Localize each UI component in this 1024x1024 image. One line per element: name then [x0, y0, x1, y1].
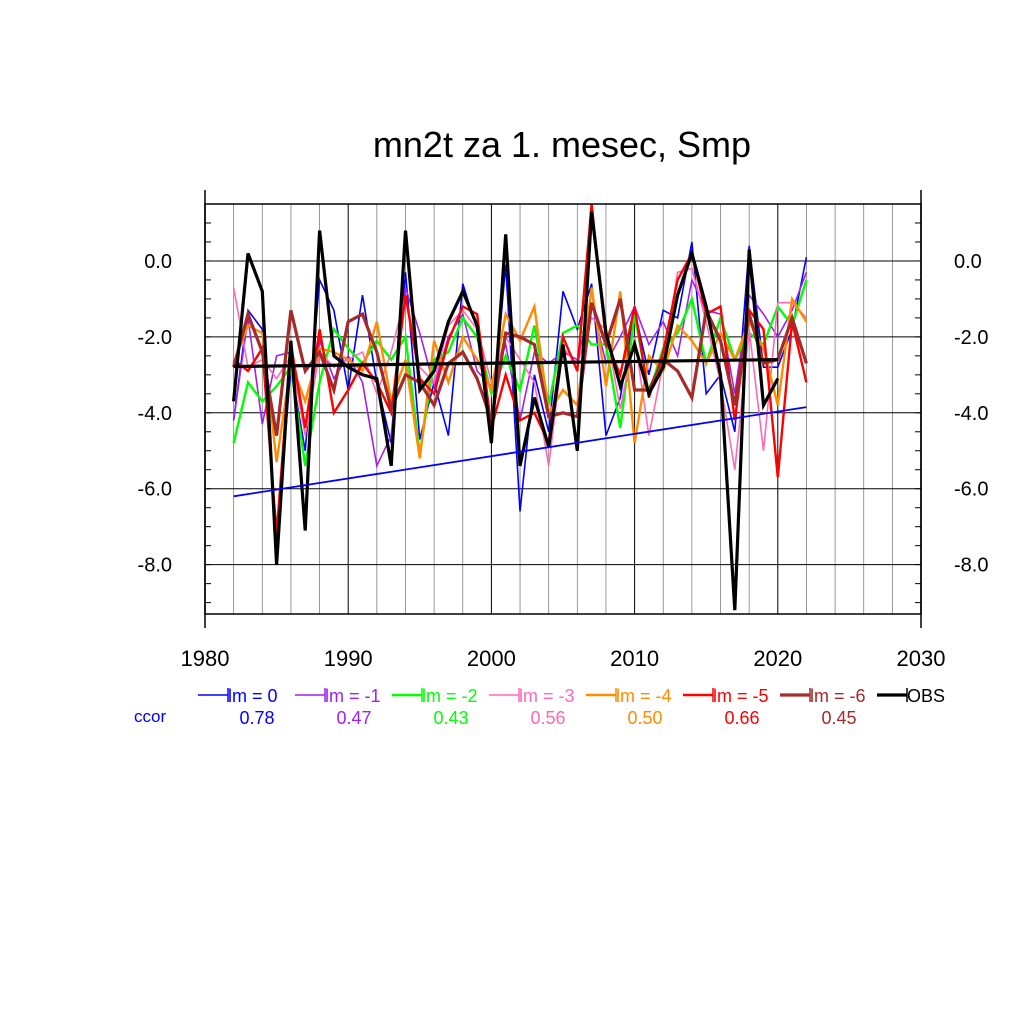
y-tick-label-left: -6.0: [138, 479, 172, 501]
legend-ccor-value: 0.47: [336, 708, 371, 728]
y-tick-label-left: 0.0: [144, 251, 172, 273]
legend-label: lm = -1: [325, 686, 381, 706]
series-line-6: [232, 298, 808, 436]
y-tick-label-left: -8.0: [138, 555, 172, 577]
series-lines: [232, 203, 808, 611]
x-tick-label: 1990: [324, 646, 373, 671]
x-tick-label: 2010: [610, 646, 659, 671]
axes: 0.0 0.0 -2.0 -2.0 -4.0 -4.0 -6.0 -6.0 -8.0 -8.0 19…: [138, 222, 988, 671]
y-tick-label-right: -2.0: [954, 327, 988, 349]
legend: ccor lm = 00.78 lm = -10.47 lm = -20.43 lm =…: [134, 686, 945, 728]
legend-ccor-value: 0.78: [239, 708, 274, 728]
plot-frame: [204, 190, 922, 628]
legend-ccor-value: 0.66: [724, 708, 759, 728]
legend-ccor-value: 0.45: [821, 708, 856, 728]
ccor-label: ccor: [134, 707, 166, 726]
y-tick-label-left: -4.0: [138, 403, 172, 425]
trend-line-0: [233, 406, 807, 498]
chart-title: mn2t za 1. mesec, Smp: [373, 124, 751, 165]
trend-line-1: [233, 358, 778, 369]
x-tick-label: 2000: [467, 646, 516, 671]
y-tick-label-right: -8.0: [954, 555, 988, 577]
legend-ccor-value: 0.50: [627, 708, 662, 728]
y-tick-label-left: -2.0: [138, 327, 172, 349]
legend-label: lm = -3: [519, 686, 575, 706]
y-tick-label-right: 0.0: [954, 251, 982, 273]
legend-label: lm = -4: [616, 686, 672, 706]
legend-ccor-value: 0.43: [433, 708, 468, 728]
series-line-5: [232, 203, 808, 535]
legend-label: lm = -2: [422, 686, 478, 706]
series-line-3: [232, 267, 807, 470]
legend-label: lm = 0: [228, 686, 278, 706]
series-line-2: [232, 279, 808, 467]
trend-lines: [233, 358, 807, 498]
legend-label: OBS: [907, 686, 945, 706]
series-line-4: [232, 287, 808, 463]
y-tick-label-right: -4.0: [954, 403, 988, 425]
y-tick-label-right: -6.0: [954, 479, 988, 501]
x-tick-label: 2030: [897, 646, 946, 671]
x-tick-label: 1980: [181, 646, 230, 671]
series-line-7: [232, 211, 780, 611]
legend-ccor-value: 0.56: [530, 708, 565, 728]
x-tick-label: 2020: [753, 646, 802, 671]
legend-label: lm = -6: [810, 686, 866, 706]
legend-label: lm = -5: [713, 686, 769, 706]
